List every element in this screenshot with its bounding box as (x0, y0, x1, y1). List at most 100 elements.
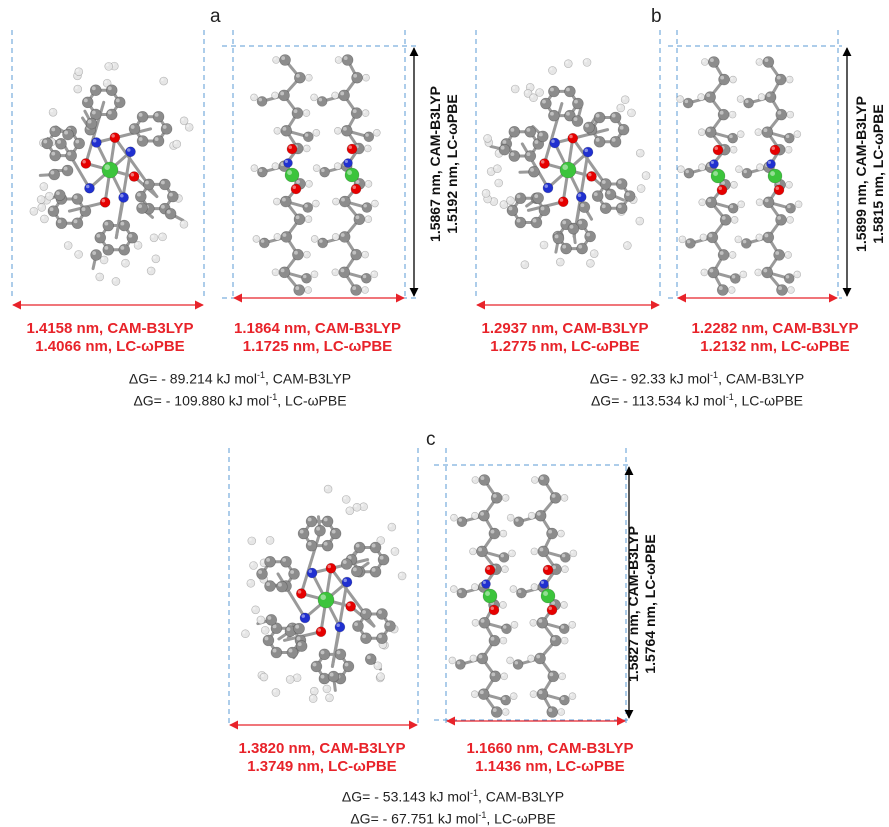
hydrogen-atom (251, 165, 258, 172)
hydrogen-atom-highlight (252, 166, 254, 168)
carbon-atom-highlight (340, 268, 344, 272)
carbon-atom (776, 285, 787, 296)
hydrogen-atom (313, 165, 320, 172)
carbon-atom-highlight (332, 530, 336, 534)
carbon-atom-highlight (259, 98, 263, 102)
carbon-atom (263, 635, 274, 646)
carbon-atom (42, 138, 53, 149)
hydrogen-atom (272, 269, 279, 276)
hydrogen-atom-highlight (559, 710, 561, 712)
hydrogen-atom-highlight (261, 560, 264, 563)
carbon-atom (507, 205, 518, 216)
carbon-atom-highlight (548, 530, 552, 534)
carbon-atom-highlight (290, 570, 294, 574)
hydrogen-atom-highlight (312, 272, 314, 274)
hydrogen-atom (737, 131, 744, 138)
carbon-atom (540, 98, 551, 109)
oxygen-atom (543, 565, 553, 575)
nitrogen-atom (300, 613, 310, 623)
hydrogen-atom (528, 655, 535, 662)
hydrogen-atom (755, 269, 762, 276)
nitrogen-atom-highlight (309, 569, 313, 573)
hydrogen-atom (558, 530, 565, 537)
nitrogen-atom (335, 622, 345, 632)
oxygen-atom-highlight (487, 567, 491, 571)
carbon-atom-highlight (104, 222, 108, 226)
hydrogen-atom (569, 693, 576, 700)
carbon-atom-highlight (163, 125, 167, 129)
carbon-atom-highlight (765, 198, 769, 202)
hydrogen-atom-highlight (304, 252, 306, 254)
panel-a-front-molecule (30, 62, 193, 285)
carbon-atom-highlight (139, 113, 143, 117)
panel-a-side-width-label: 1.1864 nm, CAM-B3LYP 1.1725 nm, LC-ωPBE (230, 320, 405, 356)
carbon-atom-highlight (480, 512, 484, 516)
hydrogen-atom-highlight (730, 252, 732, 254)
hydrogen-atom-highlight (796, 202, 798, 204)
panel-label-a: a (210, 6, 221, 28)
oxygen-atom (770, 145, 780, 155)
carbon-atom (538, 546, 549, 557)
carbon-atom-highlight (261, 239, 265, 243)
carbon-atom (585, 231, 596, 242)
hydrogen-atom (252, 606, 260, 614)
hydrogen-atom-highlight (267, 538, 270, 541)
carbon-atom-highlight (533, 219, 537, 223)
hydrogen-atom-highlight (496, 151, 499, 154)
carbon-atom (547, 707, 558, 718)
carbon-atom (537, 689, 548, 700)
hydrogen-atom-highlight (557, 259, 560, 262)
hydrogen-atom-highlight (471, 549, 473, 551)
hydrogen-atom (303, 251, 310, 258)
hydrogen-atom-highlight (38, 197, 41, 200)
hydrogen-atom (274, 127, 281, 134)
carbon-atom (594, 136, 605, 147)
panel-a-front-width-lc: 1.4066 nm, LC-ωPBE (20, 338, 200, 356)
hydrogen-atom (450, 586, 457, 593)
carbon-atom-highlight (372, 544, 376, 548)
carbon-atom (537, 131, 548, 142)
nitrogen-atom-highlight (301, 614, 305, 618)
hydrogen-atom-highlight (153, 256, 156, 259)
hydrogen-atom-highlight (741, 272, 743, 274)
carbon-atom-highlight (687, 240, 691, 244)
carbon-atom (86, 118, 97, 129)
hydrogen-atom-highlight (399, 573, 402, 576)
hydrogen-atom-highlight (502, 674, 504, 676)
carbon-atom (292, 108, 303, 119)
nitrogen-atom (543, 183, 553, 193)
carbon-atom-highlight (618, 180, 622, 184)
hydrogen-atom (536, 88, 544, 96)
carbon-atom (478, 689, 489, 700)
carbon-atom-highlight (763, 128, 767, 132)
hydrogen-atom-highlight (106, 64, 109, 67)
hydrogen-atom (472, 477, 479, 484)
carbon-atom (335, 649, 346, 660)
carbon-atom (577, 243, 588, 254)
hydrogen-atom-highlight (325, 486, 328, 489)
carbon-atom-highlight (787, 205, 791, 209)
hydrogen-atom-highlight (699, 95, 701, 97)
hydrogen-atom (729, 111, 736, 118)
carbon-atom-highlight (707, 198, 711, 202)
carbon-atom-highlight (287, 627, 291, 631)
carbon-atom-highlight (596, 114, 600, 118)
hydrogen-atom (493, 165, 501, 173)
carbon-atom (106, 109, 117, 120)
hydrogen-atom (305, 287, 312, 294)
carbon-atom (370, 566, 381, 577)
carbon-atom (276, 581, 287, 592)
carbon-atom-highlight (517, 194, 521, 198)
hydrogen-atom (484, 134, 492, 142)
hydrogen-atom (250, 561, 258, 569)
hydrogen-atom-highlight (174, 141, 177, 144)
carbon-atom (513, 659, 523, 669)
panel-a-energy-cam: ΔG= - 89.214 kJ mol-1, CAM-B3LYP (110, 366, 370, 388)
carbon-atom (281, 125, 292, 136)
carbon-atom (341, 558, 352, 569)
oxygen-atom-highlight (328, 565, 332, 569)
carbon-atom (370, 542, 381, 553)
hydrogen-atom (636, 149, 644, 157)
carbon-atom (705, 127, 716, 138)
panel-c-side-molecule (449, 475, 577, 718)
